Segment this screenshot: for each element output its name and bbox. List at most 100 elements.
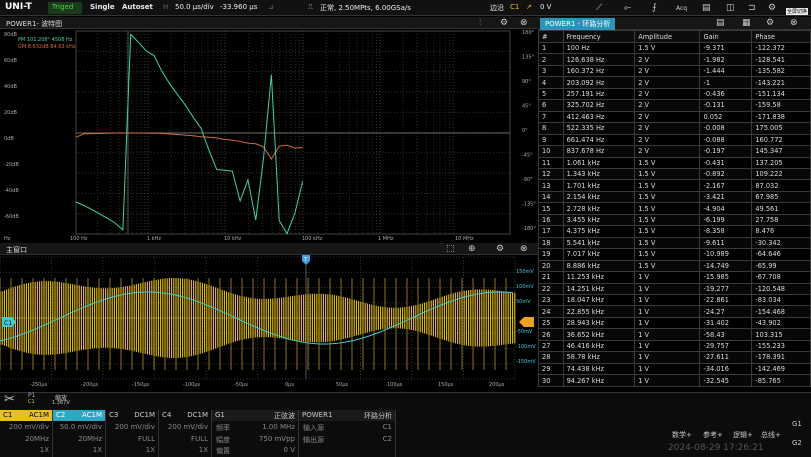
- table-row[interactable]: 9 661.474 Hz 2 V -0.088 160.772: [538, 133, 811, 147]
- zoom-box-icon[interactable]: ⬚: [446, 244, 455, 254]
- table-row[interactable]: 22 14.251 kHz 1 V -19.277 -120.548: [538, 282, 811, 295]
- autoset-button[interactable]: Autoset: [122, 3, 153, 11]
- logo: UNI-T: [5, 2, 32, 12]
- utility-icon[interactable]: ⚙: [768, 3, 777, 13]
- trig-state: Triged: [48, 2, 82, 14]
- main-x-label: -200μs: [81, 382, 99, 388]
- ch3-scale: 200 mV/div: [114, 423, 155, 431]
- table-row[interactable]: 20 8.886 kHz 1.5 V -14.749 -65.99: [538, 259, 811, 273]
- table-row[interactable]: 24 22.855 kHz 1 V -24.27 -154.468: [538, 305, 811, 318]
- close-icon[interactable]: ⊗: [520, 244, 528, 254]
- ch3-name: C3: [109, 411, 119, 419]
- export-icon[interactable]: ▦: [742, 18, 751, 28]
- ch2-box[interactable]: C2 AC1M 50.0 mV/div 20MHz 1X: [53, 410, 106, 457]
- ch2-name: C2: [56, 411, 66, 419]
- math-add-button[interactable]: 数学+: [672, 431, 692, 439]
- ch-marker[interactable]: [2, 317, 16, 327]
- single-button[interactable]: Single: [90, 3, 115, 11]
- zoom-in-icon[interactable]: ⊕: [468, 244, 476, 254]
- table-cell: 1 V: [634, 339, 701, 353]
- bode-y-right-label: 135°: [522, 55, 535, 61]
- table-cell: 1.5 V: [634, 179, 701, 192]
- table-cell: 18.047 kHz: [562, 293, 636, 307]
- table-row[interactable]: 30 94.267 kHz 1 V -32.545 -85.765: [538, 374, 811, 387]
- settings-icon[interactable]: ⚙: [500, 18, 509, 28]
- table-row[interactable]: 29 74.438 kHz 1 V -34.016 -142.469: [538, 362, 811, 376]
- table-cell: -30.342: [751, 236, 811, 250]
- table-cell: 14.251 kHz: [562, 282, 636, 295]
- svg-text:T: T: [303, 257, 308, 263]
- table-row[interactable]: 6 325.702 Hz 2 V -0.131 -159.58: [538, 99, 811, 112]
- close-icon[interactable]: ⊗: [790, 18, 798, 28]
- trigger-time-marker[interactable]: [302, 255, 310, 265]
- ch4-box[interactable]: C4 DC1M 200 mV/div FULL 1X: [159, 410, 212, 457]
- table-cell: 8.476: [751, 225, 811, 238]
- table-row[interactable]: 1 100 Hz 1.5 V -9.371 -122.372: [538, 41, 811, 55]
- table-cell: 1: [538, 41, 564, 55]
- display-icon[interactable]: ◫: [726, 3, 735, 13]
- table-row[interactable]: 13 1.701 kHz 1.5 V -2.167 87.032: [538, 179, 811, 192]
- table-row[interactable]: 5 257.191 Hz 2 V -0.436 -151.134: [538, 87, 811, 101]
- table-row[interactable]: 15 2.728 kHz 1.5 V -4.904 49.561: [538, 202, 811, 215]
- acquisition-mode[interactable]: 正常, 2.50MPts, 6.00GSa/s: [320, 4, 411, 12]
- table-row[interactable]: 17 4.375 kHz 1.5 V -8.358 8.476: [538, 225, 811, 238]
- table-cell: -0.008: [699, 122, 753, 135]
- trigger-icon[interactable]: ⊐: [748, 3, 756, 13]
- table-row[interactable]: 8 522.335 Hz 2 V -0.008 175.005: [538, 122, 811, 135]
- acq-icon[interactable]: Acq: [676, 5, 688, 12]
- cursor-icon[interactable]: ⫶: [479, 18, 482, 28]
- table-row[interactable]: 11 1.061 kHz 1.5 V -0.431 137.205: [538, 156, 811, 170]
- table-cell: 2.728 kHz: [562, 202, 636, 215]
- math-icon[interactable]: ⨍: [652, 3, 657, 13]
- close-icon[interactable]: ⊗: [520, 18, 528, 28]
- table-cell: -142.469: [751, 362, 811, 376]
- table-row[interactable]: 12 1.343 kHz 1.5 V -0.892 109.222: [538, 167, 811, 181]
- settings-icon[interactable]: ⚙: [766, 18, 775, 28]
- settings-icon[interactable]: ⚙: [496, 244, 505, 254]
- ref-add-button[interactable]: 参考+: [703, 431, 723, 439]
- trigger-level-marker[interactable]: [519, 317, 534, 327]
- table-row[interactable]: 25 28.943 kHz 1 V -31.402 -43.902: [538, 316, 811, 330]
- bode-x-label: 1 kHz: [147, 236, 161, 242]
- table-row[interactable]: 21 11.253 kHz 1 V -15.985 -67.708: [538, 271, 811, 284]
- ch1-box[interactable]: C1 AC1M 200 mV/div 20MHz 1X: [0, 410, 53, 457]
- table-cell: 7: [538, 110, 564, 124]
- bus-add-button[interactable]: 总线+: [761, 431, 781, 439]
- table-row[interactable]: 27 46.416 kHz 1 V -29.757 -155.233: [538, 339, 811, 353]
- measure-icon[interactable]: ⟜: [624, 3, 632, 13]
- table-row[interactable]: 28 58.78 kHz 1 V -27.611 -178.391: [538, 351, 811, 364]
- table-row[interactable]: 16 3.455 kHz 1.5 V -6.199 27.758: [538, 213, 811, 227]
- trigger-position[interactable]: -33.960 μs: [220, 3, 258, 11]
- loop-analysis-table: # Frequency Amplitude Gain Phase 1 100 Hz 1.5 …: [538, 30, 811, 387]
- table-row[interactable]: 10 837.678 Hz 2 V -0.197 145.347: [538, 145, 811, 158]
- table-cell: -0.197: [699, 145, 753, 158]
- table-row[interactable]: 26 36.652 kHz 1 V -58.43 103.315: [538, 328, 811, 341]
- g2-button[interactable]: G2: [792, 439, 802, 447]
- ruler-icon[interactable]: ⟋: [596, 3, 603, 13]
- main-x-label: 50μs: [336, 382, 349, 388]
- power-box[interactable]: POWER1 环路分析 输入源 C1 输出源 C2: [299, 410, 396, 457]
- ch3-box[interactable]: C3 DC1M 200 mV/div FULL 1X: [106, 410, 159, 457]
- main-y-label: 150mV: [516, 269, 534, 275]
- save-icon[interactable]: ▤: [716, 18, 725, 28]
- table-row[interactable]: 18 5.541 kHz 1.5 V -9.611 -30.342: [538, 236, 811, 250]
- trigger-level[interactable]: 0 V: [540, 3, 552, 11]
- tools-icon[interactable]: ✂: [4, 392, 15, 407]
- power-out-label: 输出源: [303, 436, 324, 444]
- save-icon[interactable]: ▤: [702, 3, 711, 13]
- table-row[interactable]: 4 203.092 Hz 2 V -1 -143.221: [538, 76, 811, 89]
- table-cell: 29: [538, 362, 564, 376]
- table-row[interactable]: 7 412.463 Hz 2 V 0.052 -171.838: [538, 110, 811, 124]
- trigger-source[interactable]: C1: [510, 3, 520, 11]
- timebase[interactable]: 50.0 μs/div: [175, 3, 214, 11]
- table-row[interactable]: 19 7.017 kHz 1.5 V -10.989 -64.646: [538, 248, 811, 261]
- trigger-type[interactable]: 边沿: [490, 4, 504, 12]
- table-row[interactable]: 3 160.372 Hz 2 V -1.444 -135.582: [538, 64, 811, 78]
- g1-button[interactable]: G1: [792, 420, 802, 428]
- table-row[interactable]: 14 2.154 kHz 1.5 V -3.421 67.985: [538, 190, 811, 204]
- generator-box[interactable]: G1 正弦波 频率 1.00 MHz 幅度 750 mVpp 偏置 0 V: [212, 410, 299, 457]
- table-row[interactable]: 23 18.047 kHz 1 V -22.861 -83.034: [538, 293, 811, 307]
- logic-add-button[interactable]: 逻辑+: [733, 431, 753, 439]
- table-cell: 137.205: [751, 156, 811, 170]
- table-row[interactable]: 2 126.638 Hz 2 V -1.982 -128.541: [538, 53, 811, 66]
